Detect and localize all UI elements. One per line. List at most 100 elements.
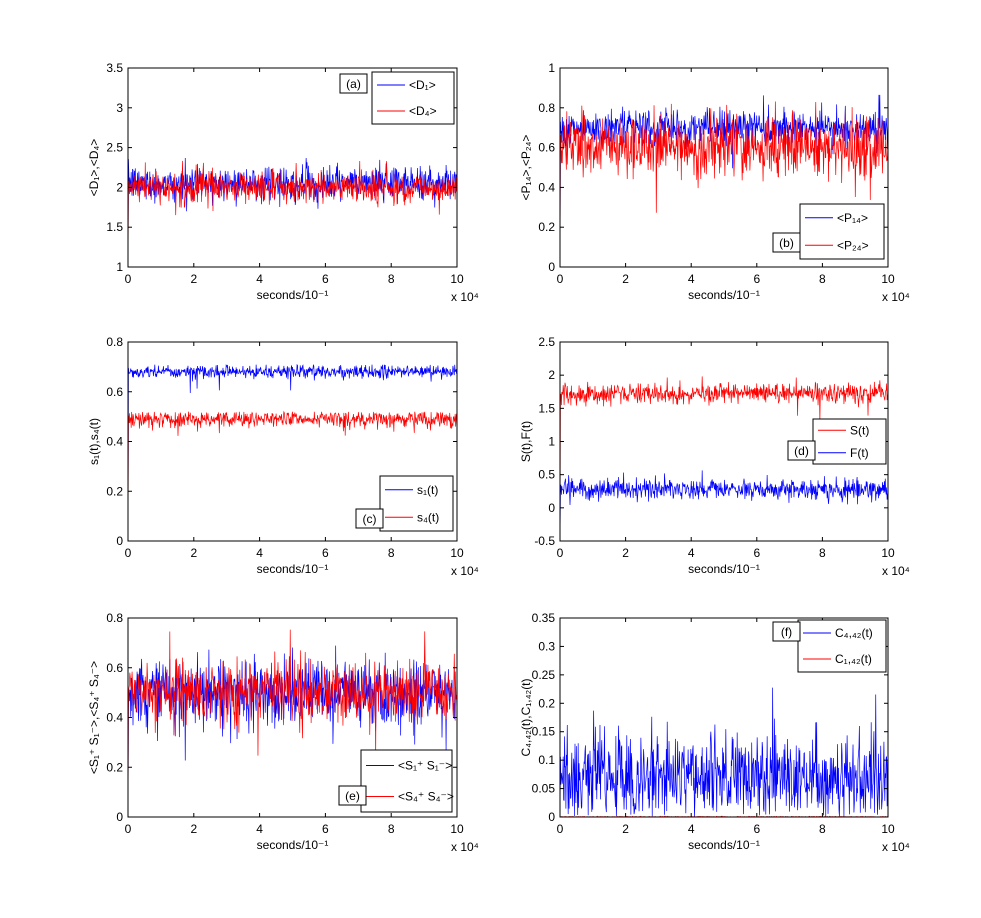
x-tick-label-d-2: 4: [688, 546, 695, 560]
panel-label-box-c: [355, 508, 384, 529]
x-axis-label-f: seconds/10⁻¹: [688, 838, 760, 852]
y-tick-label-f-7: 0.35: [532, 611, 556, 625]
y-tick-label-d-0: -0.5: [534, 534, 555, 548]
x-tick-label-e-5: 10: [450, 822, 464, 836]
legend-entry-c-1: s₄(t): [417, 510, 439, 524]
x-tick-label-d-5: 10: [881, 546, 895, 560]
x-axis-exponent-c: x 10⁴: [451, 564, 479, 578]
x-tick-label-b-2: 4: [688, 272, 695, 286]
y-axis-label-a: <D₁>,<D₄>: [87, 139, 101, 197]
plot-area-c: [128, 363, 457, 541]
x-tick-label-a-1: 2: [190, 272, 197, 286]
chart-panel-a: 0 2 4 6 8 10 1 1.5 2 2.5 3 3.5 seconds/10⁻¹ x 10⁴ <D₁>…: [87, 61, 479, 304]
x-tick-label-e-0: 0: [125, 822, 132, 836]
panel-label-a: (a): [339, 73, 368, 94]
legend-entry-b-1: <P₂₄>: [837, 238, 869, 252]
legend-entry-a-0: <D₁>: [409, 78, 436, 92]
panel-label-text-f: (f): [781, 625, 792, 639]
plot-area-a: [128, 158, 457, 267]
x-axis-label-a: seconds/10⁻¹: [257, 288, 329, 302]
x-tick-label-c-0: 0: [125, 546, 132, 560]
legend-entry-f-1: C₁,₄₂(t): [835, 652, 872, 666]
y-axis-label-d: S(t),F(t): [519, 421, 533, 462]
x-tick-label-e-1: 2: [190, 822, 197, 836]
y-tick-label-d-3: 1: [548, 435, 555, 449]
y-tick-label-a-3: 2.5: [106, 141, 123, 155]
series-line-c-0: [128, 363, 457, 541]
x-axis-label-c: seconds/10⁻¹: [257, 562, 329, 576]
y-tick-label-f-0: 0: [548, 810, 555, 824]
legend-entry-a-1: <D₄>: [409, 104, 437, 118]
y-tick-label-d-6: 2.5: [538, 335, 555, 349]
x-axis-exponent-b: x 10⁴: [882, 290, 910, 304]
x-tick-label-e-3: 6: [322, 822, 329, 836]
x-axis-exponent-e: x 10⁴: [451, 840, 479, 854]
series-line-e-1: [128, 629, 457, 817]
x-tick-label-d-0: 0: [557, 546, 564, 560]
y-tick-label-a-1: 1.5: [106, 220, 123, 234]
panel-label-text-e: (e): [345, 789, 360, 803]
panel-label-d: (d): [787, 440, 816, 461]
chart-panel-f: 0 2 4 6 8 10 0 0.05 0.1 0.15 0.2 0.25 0.3 0.35 seconds…: [519, 611, 910, 854]
panel-label-b: (b): [772, 232, 801, 253]
y-tick-label-b-2: 0.4: [538, 180, 555, 194]
legend-box-f: [797, 619, 887, 673]
axes-box-a: [127, 67, 458, 268]
y-axis-label-e: <S₁⁺ S₁⁻>,<S₄⁺ S₄⁻>: [87, 661, 101, 774]
panel-label-box-a: [339, 73, 368, 94]
y-tick-label-c-4: 0.8: [106, 335, 123, 349]
y-tick-label-c-3: 0.6: [106, 385, 123, 399]
x-tick-label-d-4: 8: [819, 546, 826, 560]
y-tick-label-f-4: 0.2: [538, 696, 555, 710]
x-tick-label-e-2: 4: [256, 822, 263, 836]
y-tick-label-f-5: 0.25: [532, 668, 556, 682]
plot-area-e: [128, 629, 457, 817]
y-tick-label-e-3: 0.6: [106, 661, 123, 675]
panel-label-text-a: (a): [346, 77, 361, 91]
x-tick-label-a-2: 4: [256, 272, 263, 286]
legend-box-d: [812, 418, 887, 465]
x-tick-label-f-2: 4: [688, 822, 695, 836]
legend-a: <D₁> <D₄>: [371, 71, 455, 125]
y-tick-label-a-4: 3: [116, 101, 123, 115]
legend-entry-d-1: F(t): [850, 446, 869, 460]
y-tick-label-e-1: 0.2: [106, 760, 123, 774]
y-tick-label-d-4: 1.5: [538, 401, 555, 415]
legend-entry-e-0: <S₁⁺ S₁⁻>: [398, 759, 452, 773]
legend-box-b: [799, 203, 885, 260]
y-tick-label-e-2: 0.4: [106, 711, 123, 725]
y-tick-label-d-5: 2: [548, 368, 555, 382]
panel-label-e: (e): [338, 785, 367, 806]
panel-label-text-c: (c): [363, 512, 377, 526]
x-axis-label-b: seconds/10⁻¹: [688, 288, 760, 302]
x-axis-exponent-d: x 10⁴: [882, 564, 910, 578]
panel-label-box-f: [772, 621, 801, 642]
x-tick-label-a-0: 0: [125, 272, 132, 286]
y-tick-label-c-0: 0: [116, 534, 123, 548]
x-tick-label-c-5: 10: [450, 546, 464, 560]
y-axis-label-c: s₁(t),s₄(t): [87, 418, 101, 465]
x-tick-label-f-3: 6: [753, 822, 760, 836]
y-tick-label-a-2: 2: [116, 180, 123, 194]
panel-label-box-e: [338, 785, 367, 806]
x-tick-label-f-5: 10: [881, 822, 895, 836]
y-tick-label-d-2: 0.5: [538, 468, 555, 482]
x-tick-label-e-4: 8: [388, 822, 395, 836]
legend-entry-e-1: <S₄⁺ S₄⁻>: [398, 790, 454, 804]
axes-box-f: [559, 617, 889, 818]
x-axis-label-e: seconds/10⁻¹: [257, 838, 329, 852]
x-tick-label-c-4: 8: [388, 546, 395, 560]
panel-label-box-b: [772, 232, 801, 253]
x-tick-label-f-1: 2: [622, 822, 629, 836]
panel-label-text-b: (b): [779, 236, 794, 250]
legend-box-c: [379, 475, 454, 532]
x-tick-label-c-1: 2: [190, 546, 197, 560]
legend-box-a: [371, 71, 455, 125]
y-tick-label-f-3: 0.15: [532, 725, 556, 739]
x-tick-label-b-4: 8: [819, 272, 826, 286]
legend-f: C₄,₄₂(t) C₁,₄₂(t): [797, 619, 887, 673]
y-tick-label-a-5: 3.5: [106, 61, 123, 75]
series-line-c-1: [128, 410, 457, 541]
legend-entry-f-0: C₄,₄₂(t): [835, 626, 873, 640]
